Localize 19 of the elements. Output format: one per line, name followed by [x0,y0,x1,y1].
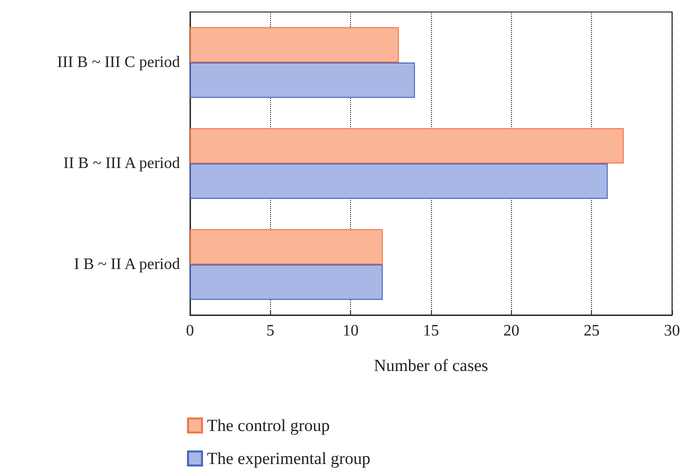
y-tick-label: I B ~ II A period [74,256,180,273]
legend-label: The control group [207,416,330,435]
x-tick-label: 0 [186,322,194,340]
bar [190,229,383,264]
x-tick-label: 5 [266,322,274,340]
bar [190,62,415,98]
x-tick-label: 30 [664,322,680,340]
bar [190,27,399,62]
bar [190,128,624,164]
x-tick-label: 10 [342,322,359,340]
x-tick-label: 25 [584,322,600,340]
bar [190,264,383,300]
x-tick-label: 20 [503,322,520,340]
legend-label: The experimental group [207,449,370,468]
x-axis-title: Number of cases [374,356,488,375]
bar [190,164,608,199]
x-tick-label: 15 [423,322,439,340]
y-tick-label: III B ~ III C period [57,54,180,71]
y-tick-label: II B ~ III A period [63,155,180,172]
